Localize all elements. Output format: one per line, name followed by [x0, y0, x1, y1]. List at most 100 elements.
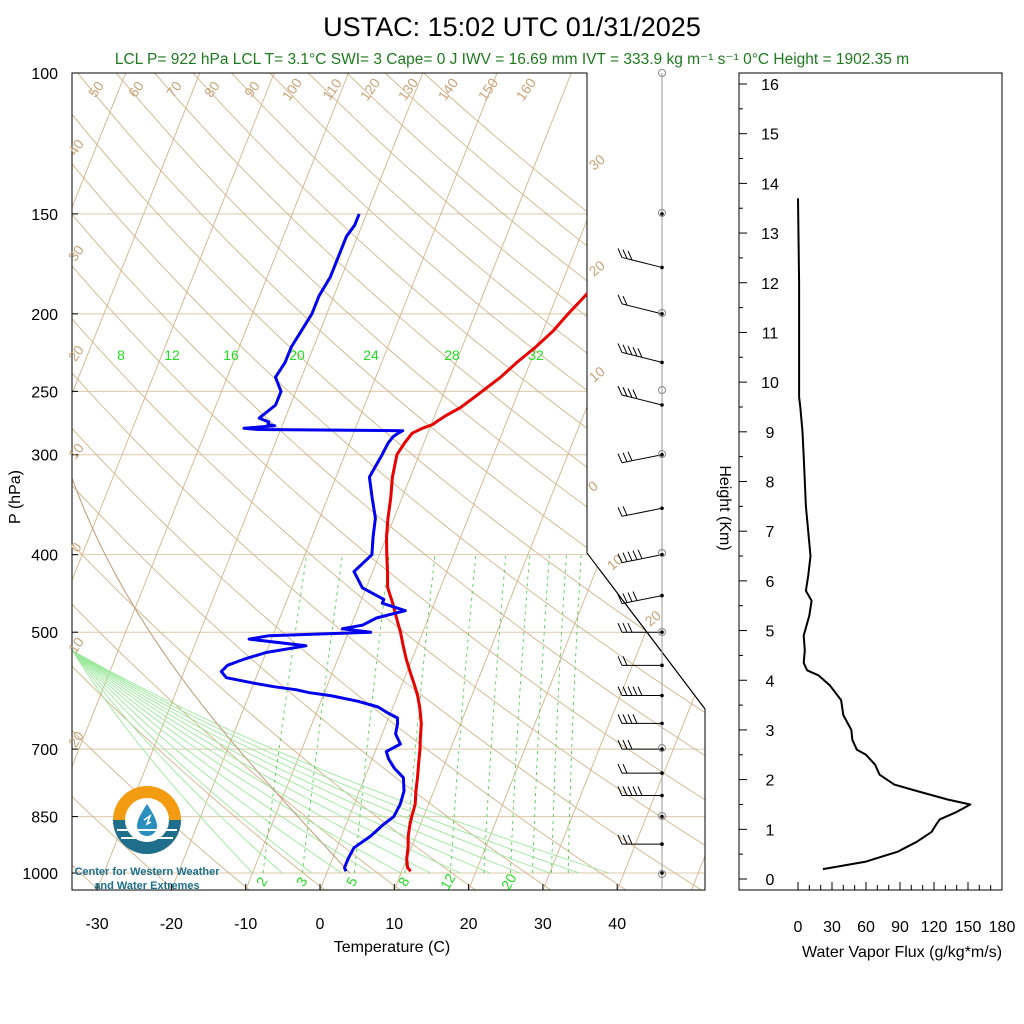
sounding-profiles	[219, 212, 673, 873]
chart-title: USTAC: 15:02 UTC 01/31/2025	[323, 12, 701, 42]
wind-level-marker	[658, 69, 666, 77]
logo-text-line1: Center for Western Weather	[74, 866, 220, 878]
mixing-ratio-label: 12	[437, 871, 459, 893]
moist-adiabat-line	[72, 346, 491, 874]
wind-barb-feather	[617, 714, 623, 724]
wind-barb-feather	[622, 739, 628, 750]
y-tick-label: 300	[31, 448, 58, 465]
flux-x-tick-label: 180	[989, 919, 1016, 936]
isotherm-label: 0	[67, 539, 85, 555]
wind-barb-feather	[622, 552, 628, 562]
wind-barb-feather	[632, 786, 638, 796]
flux-x-tick-label: 90	[891, 919, 909, 936]
isotherm-line	[170, 73, 498, 890]
isotherm-label: 10	[65, 440, 87, 462]
wind-barb-feather	[617, 786, 623, 796]
mixing-ratio-label: 16	[223, 347, 239, 363]
wind-barb-feather	[627, 786, 633, 796]
y-tick-label: 500	[31, 625, 58, 642]
wind-barb-feather	[622, 763, 628, 774]
wind-barb-feather	[617, 739, 623, 750]
wind-barb-feather	[617, 343, 623, 353]
dry-adiabat-line	[72, 73, 705, 890]
x-tick-label: 30	[534, 916, 552, 933]
y-tick-label: 850	[31, 810, 58, 827]
wind-level-marker	[658, 386, 666, 394]
x-tick-label: 40	[608, 916, 626, 933]
isotherm-label: 70	[163, 78, 185, 100]
mixing-ratio-label: 8	[395, 874, 413, 889]
dry-adiabat-line	[72, 73, 401, 890]
wind-barb-feather	[632, 591, 638, 601]
wind-barb-feather	[617, 507, 623, 517]
flux-y-tick-label: 9	[766, 425, 775, 442]
wind-barb-feather	[627, 739, 633, 750]
y-tick-label: 1000	[22, 866, 58, 883]
isotherm-labels: 50 60 70 80 90 100 110 120 130 140 150 160403020100…	[65, 75, 664, 750]
wind-barb-feather	[617, 623, 623, 633]
flux-y-tick-label: 1	[766, 822, 775, 839]
wind-level-marker	[658, 309, 666, 317]
wind-barb-feather	[622, 786, 628, 796]
isotherm-label: 160	[513, 75, 540, 103]
y-tick-label: 200	[31, 307, 58, 324]
y-tick-label: 250	[31, 384, 58, 401]
isotherm-line	[72, 73, 349, 890]
mixing-ratio-label: 24	[363, 347, 379, 363]
wind-barb-staff	[621, 595, 663, 605]
moist-adiabat-line	[72, 346, 342, 874]
wind-barb-dot	[660, 212, 664, 216]
x-tick-label: 0	[316, 916, 325, 933]
y-tick-label: 100	[31, 66, 58, 83]
isotherm-label: 80	[201, 78, 223, 100]
isotherm-label: 90	[241, 78, 263, 100]
flux-x-tick-label: 0	[794, 919, 803, 936]
wind-barb-staff	[621, 394, 663, 406]
wind-barb-feather	[617, 686, 623, 696]
mixing-ratio-line	[551, 554, 567, 874]
wind-barb-feather	[622, 656, 628, 666]
flux-y-tick-label: 12	[761, 276, 779, 293]
wind-barb-feather	[617, 834, 623, 845]
flux-y-label: Height (Km)	[716, 465, 733, 550]
wind-level-marker	[658, 812, 666, 820]
wind-barb-feather	[637, 549, 643, 559]
dry-adiabat-line	[72, 73, 627, 890]
dry-adiabat-line	[72, 73, 326, 890]
isotherm-label: 130	[395, 75, 422, 103]
x-tick-label: -30	[86, 916, 109, 933]
mixing-ratio-line	[262, 554, 308, 874]
wind-barb-feather	[632, 389, 638, 399]
isotherm-label: 20	[642, 607, 664, 629]
wind-barb-feather	[627, 592, 633, 602]
isotherm-label: 100	[279, 75, 306, 103]
moist-adiabat-line	[72, 346, 283, 874]
mixing-ratio-label: 28	[444, 347, 460, 363]
wind-barb-feather	[627, 714, 633, 724]
dry-adiabat-line	[72, 73, 705, 890]
moist-adiabat-line	[72, 346, 253, 874]
isotherm-label: 110	[319, 75, 345, 103]
wind-barb-feather	[627, 345, 633, 356]
mixing-ratio-label: 12	[164, 347, 180, 363]
flux-y-tick-label: 2	[766, 773, 775, 790]
mixing-ratio-line	[353, 554, 390, 874]
flux-y-tick-label: 4	[766, 673, 775, 690]
mixing-ratio-line	[532, 554, 550, 874]
y-tick-label: 400	[31, 548, 58, 565]
flux-x-tick-label: 60	[857, 919, 875, 936]
wind-barb-feather	[627, 623, 633, 633]
wind-barb-feather	[622, 452, 628, 462]
dry-adiabat-line	[154, 73, 705, 890]
parcel-path-line	[72, 73, 351, 874]
y-axis-label: P (hPa)	[7, 470, 24, 524]
isotherm-label: 20	[65, 342, 87, 364]
isotherm-label: 120	[357, 75, 384, 103]
background-lines	[72, 73, 705, 890]
wind-barb-feather	[622, 623, 628, 633]
mixing-ratio-label: 20	[498, 871, 520, 893]
isotherm-label: 20	[586, 257, 608, 279]
isotherm-label: 150	[475, 75, 502, 103]
